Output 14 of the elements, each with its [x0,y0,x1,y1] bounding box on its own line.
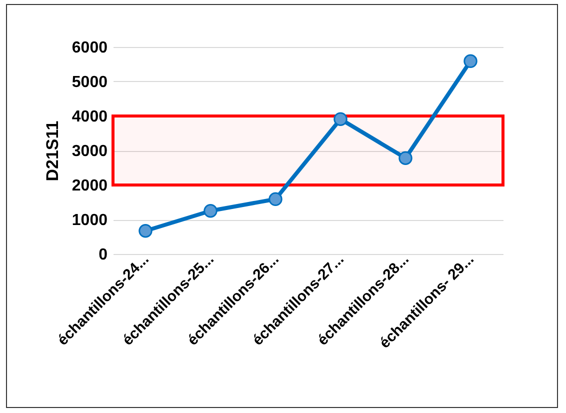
y-tick-label: 3000 [72,143,108,160]
y-tick-label: 6000 [72,40,108,56]
y-tick-label: 1000 [72,212,108,229]
point [464,54,478,68]
y-tick-label: 4000 [72,108,108,126]
y-tick-label: 5000 [72,74,108,91]
y-tick-label: 2000 [72,178,108,194]
point [268,192,282,206]
y-axis-title: D21S11 [42,120,62,182]
point [204,204,218,218]
point [334,112,348,126]
point [398,151,412,165]
y-tick-label: 0 [98,246,108,264]
point [138,224,152,238]
